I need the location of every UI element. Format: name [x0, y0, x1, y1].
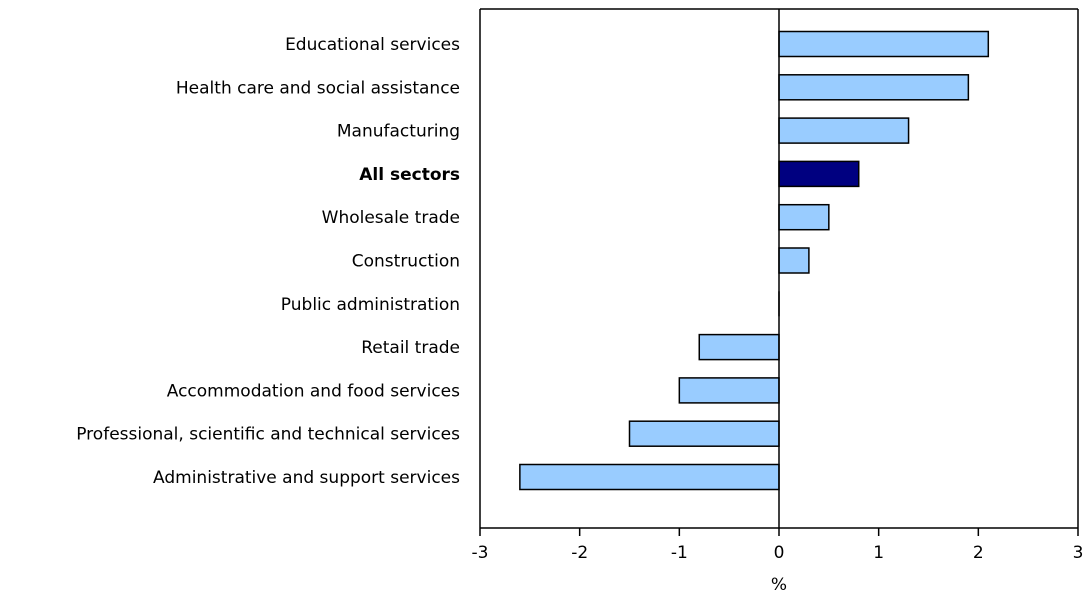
category-label-public-administration: Public administration — [281, 295, 460, 315]
bar-manufacturing — [778, 117, 910, 144]
category-labels-group: Educational services Health care and soci… — [76, 35, 460, 488]
x-tick-label-2: -1 — [671, 543, 688, 563]
bar-educational-services — [778, 30, 990, 58]
bar-retail-trade — [698, 333, 780, 361]
category-label-wholesale-trade: Wholesale trade — [322, 208, 460, 228]
category-label-manufacturing: Manufacturing — [337, 122, 460, 142]
bar-all-sectors — [778, 160, 860, 188]
plot-frame — [479, 8, 1079, 529]
bar-accommodation-and-food-services — [678, 377, 780, 404]
bar-construction — [778, 247, 810, 274]
x-tick-label-3: 0 — [774, 543, 785, 563]
category-label-administrative-and-support-services: Administrative and support services — [153, 468, 460, 488]
x-axis-ticks-group: -3 -2 -1 0 1 2 3 — [472, 528, 1084, 563]
bar-health-care-and-social-assistance — [778, 74, 970, 101]
x-tick-label-6: 3 — [1073, 543, 1084, 563]
category-label-educational-services: Educational services — [285, 35, 460, 55]
category-label-professional-scientific-and-technical-services: Professional, scientific and technical s… — [76, 425, 460, 445]
bars-group — [519, 30, 990, 491]
category-label-health-care-and-social-assistance: Health care and social assistance — [176, 78, 460, 98]
x-tick-label-4: 1 — [873, 543, 884, 563]
x-tick-label-0: -3 — [472, 543, 489, 563]
bar-administrative-and-support-services — [519, 463, 780, 491]
bar-professional-scientific-and-technical-services — [628, 420, 780, 447]
x-axis-title: % — [771, 575, 787, 595]
category-label-construction: Construction — [352, 252, 460, 272]
category-label-retail-trade: Retail trade — [361, 338, 460, 358]
category-label-all-sectors: All sectors — [359, 165, 460, 185]
category-label-accommodation-and-food-services: Accommodation and food services — [167, 381, 460, 401]
x-tick-label-5: 2 — [973, 543, 984, 563]
x-tick-label-1: -2 — [571, 543, 588, 563]
bar-wholesale-trade — [778, 203, 830, 231]
